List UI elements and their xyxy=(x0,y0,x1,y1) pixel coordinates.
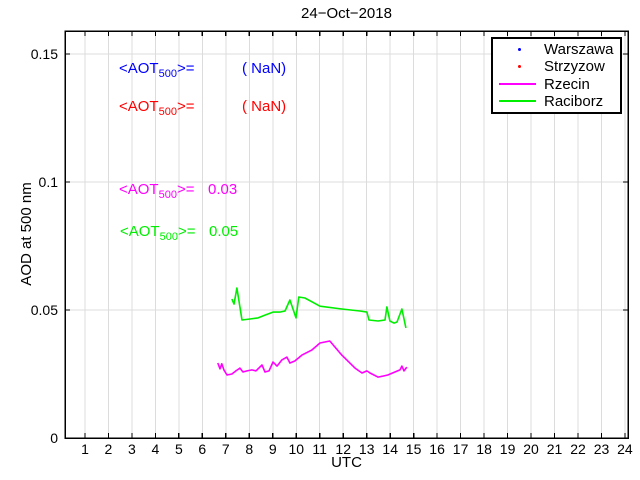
legend-label: Rzecin xyxy=(544,75,590,93)
mean-annotation-raciborz: <AOT500>= 0.05 xyxy=(120,222,238,247)
x-tick-label: 14 xyxy=(382,441,398,457)
mean-annotation-strzyzow: <AOT500>= ( NaN) xyxy=(119,97,286,122)
axes-box xyxy=(64,30,629,439)
x-tick-label: 13 xyxy=(359,441,375,457)
x-tick-label: 22 xyxy=(570,441,586,457)
legend-label: Raciborz xyxy=(544,92,604,110)
legend-marker-area xyxy=(493,58,544,75)
x-tick-label: 8 xyxy=(245,441,253,457)
legend: Warszawa Strzyzow Rzecin Raciborz xyxy=(491,37,622,114)
x-tick-label: 19 xyxy=(500,441,516,457)
y-tick-label: 0.1 xyxy=(39,174,59,190)
plot-title: 24−Oct−2018 xyxy=(301,5,392,22)
legend-marker-area xyxy=(493,76,544,93)
x-tick-label: 24 xyxy=(617,441,633,457)
legend-item-rzecin: Rzecin xyxy=(493,76,620,93)
x-tick-label: 17 xyxy=(453,441,469,457)
annotation-label: <AOT500>= xyxy=(119,60,195,80)
x-tick-label: 6 xyxy=(198,441,206,457)
legend-marker-area xyxy=(493,93,544,110)
y-tick-label: 0 xyxy=(50,430,58,446)
x-tick-label: 11 xyxy=(312,441,327,457)
legend-item-warszawa: Warszawa xyxy=(493,41,620,58)
x-tick-label: 9 xyxy=(269,441,277,457)
mean-annotation-rzecin: <AOT500>= 0.03 xyxy=(119,180,237,205)
x-tick-label: 1 xyxy=(81,441,89,457)
x-tick-label: 15 xyxy=(406,441,422,457)
annotation-value: 0.03 xyxy=(208,181,238,198)
x-tick-label: 5 xyxy=(175,441,183,457)
annotation-value: ( NaN) xyxy=(242,98,287,115)
x-tick-label: 23 xyxy=(594,441,610,457)
mean-annotation-warszawa: <AOT500>= ( NaN) xyxy=(119,59,286,84)
x-tick-label: 2 xyxy=(105,441,113,457)
legend-line-marker-icon xyxy=(499,100,536,103)
legend-dot-marker-icon xyxy=(518,48,521,52)
x-tick-label: 21 xyxy=(547,441,563,457)
annotation-value: 0.05 xyxy=(209,223,239,240)
annotation-label: <AOT500>= xyxy=(119,181,195,201)
annotation-value: ( NaN) xyxy=(242,60,287,77)
x-tick-label: 3 xyxy=(128,441,136,457)
legend-dot-marker-icon xyxy=(518,65,521,69)
x-tick-label: 18 xyxy=(476,441,492,457)
legend-label: Strzyzow xyxy=(544,58,605,76)
x-tick-label: 7 xyxy=(222,441,230,457)
x-tick-label: 16 xyxy=(429,441,445,457)
legend-label: Warszawa xyxy=(544,41,614,59)
legend-item-strzyzow: Strzyzow xyxy=(493,58,620,75)
legend-marker-area xyxy=(493,41,544,58)
y-tick-label: 0.05 xyxy=(31,302,58,318)
series-line-rzecin xyxy=(217,340,408,378)
legend-line-marker-icon xyxy=(499,83,536,86)
y-tick-label: 0.15 xyxy=(31,46,58,62)
x-tick-label: 4 xyxy=(152,441,160,457)
legend-item-raciborz: Raciborz xyxy=(493,93,620,110)
x-tick-label: 12 xyxy=(335,441,351,457)
x-tick-label: 20 xyxy=(523,441,539,457)
x-axis-label: UTC xyxy=(331,454,362,471)
series-line-raciborz xyxy=(231,287,407,329)
x-tick-label: 10 xyxy=(289,441,305,457)
annotation-label: <AOT500>= xyxy=(120,223,196,243)
annotation-label: <AOT500>= xyxy=(119,98,195,118)
